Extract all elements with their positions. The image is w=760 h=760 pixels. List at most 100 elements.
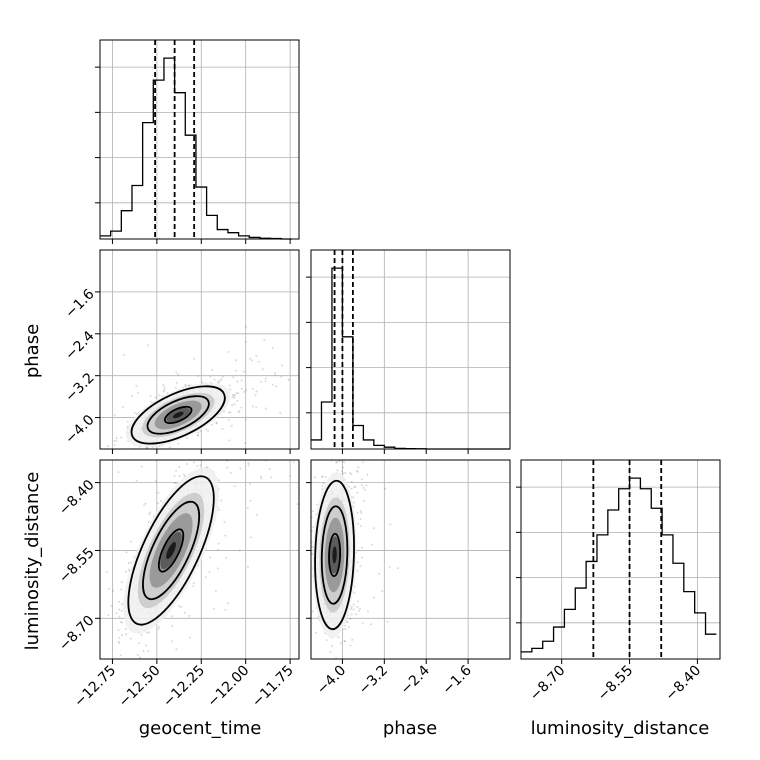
sample-point xyxy=(95,627,97,629)
histogram-step xyxy=(521,477,717,653)
sample-point xyxy=(115,439,118,442)
sample-point xyxy=(218,508,221,511)
sample-point xyxy=(186,437,189,440)
sample-point xyxy=(217,380,220,383)
sample-point xyxy=(188,614,191,617)
sample-point xyxy=(322,456,324,458)
sample-point xyxy=(359,518,362,521)
x-tick-label: −12.25 xyxy=(160,663,208,711)
sample-point xyxy=(352,603,355,606)
sample-point xyxy=(307,535,309,537)
sample-point xyxy=(115,612,118,615)
contour-line xyxy=(157,528,185,573)
sample-point xyxy=(199,430,202,433)
x-tick-label: −4.0 xyxy=(314,663,349,698)
sample-point xyxy=(350,480,353,483)
sample-point xyxy=(227,350,230,353)
sample-point xyxy=(360,511,363,514)
sample-point xyxy=(127,562,130,565)
sample-point xyxy=(224,534,227,537)
sample-point xyxy=(337,636,340,639)
contour-line xyxy=(163,405,193,425)
sample-point xyxy=(324,475,327,478)
sample-point xyxy=(365,484,368,487)
sample-point xyxy=(196,434,199,437)
sample-point xyxy=(135,384,138,387)
x-tick-label: −3.2 xyxy=(356,663,391,698)
sample-point xyxy=(208,556,211,559)
sample-point xyxy=(309,518,311,520)
sample-point xyxy=(125,570,128,573)
sample-point xyxy=(300,576,302,578)
sample-point xyxy=(347,626,350,629)
sample-point xyxy=(274,371,277,374)
sample-point xyxy=(171,625,174,628)
scatter-panel-geocent-time-vs-phase: −4.0 −3.2 −2.4 −1.6 xyxy=(60,249,306,489)
sample-point xyxy=(264,407,267,410)
sample-point xyxy=(152,451,154,453)
sample-point xyxy=(312,457,314,459)
sample-point xyxy=(121,633,124,636)
sample-point xyxy=(107,614,110,617)
sample-point xyxy=(240,406,243,409)
sample-point xyxy=(163,386,166,389)
sample-point xyxy=(188,636,191,639)
sample-point xyxy=(321,484,324,487)
sample-point xyxy=(118,636,121,639)
sample-point xyxy=(233,485,236,488)
sample-point xyxy=(118,642,121,645)
sample-point xyxy=(84,409,86,411)
sample-point xyxy=(211,369,214,372)
sample-point xyxy=(158,394,161,397)
sample-point xyxy=(279,411,282,414)
histogram-panel-luminosity-distance: −8.70 −8.55 −8.40 xyxy=(516,459,721,705)
sample-point xyxy=(304,338,306,340)
sample-point xyxy=(300,388,302,390)
sample-point xyxy=(249,357,252,360)
sample-point xyxy=(130,540,133,543)
sample-point xyxy=(221,375,224,378)
sample-point xyxy=(213,378,216,381)
sample-point xyxy=(150,400,153,403)
sample-point xyxy=(133,411,136,414)
sample-point xyxy=(232,376,235,379)
sample-point xyxy=(247,462,250,465)
sample-point xyxy=(306,565,308,567)
sample-point xyxy=(311,552,314,555)
sample-point xyxy=(255,354,258,357)
sample-point xyxy=(60,487,62,489)
sample-point xyxy=(157,502,160,505)
sample-point xyxy=(175,469,178,472)
sample-point xyxy=(231,394,234,397)
sample-point xyxy=(142,454,144,456)
sample-point xyxy=(362,486,365,489)
sample-point xyxy=(147,631,150,634)
sample-point xyxy=(170,640,173,643)
sample-point xyxy=(366,610,369,613)
sample-point xyxy=(146,631,149,634)
sample-point xyxy=(183,611,186,614)
sample-point xyxy=(177,442,180,445)
sample-point xyxy=(230,424,233,427)
sample-point xyxy=(175,648,178,651)
sample-point xyxy=(296,503,299,506)
sample-point xyxy=(229,411,232,414)
x-tick-label: −8.70 xyxy=(527,663,569,705)
sample-point xyxy=(221,427,224,430)
contour-line xyxy=(142,500,201,601)
sample-point xyxy=(140,465,143,468)
sample-point xyxy=(345,620,348,623)
sample-point xyxy=(226,466,229,469)
sample-point xyxy=(112,589,115,592)
sample-point xyxy=(113,455,115,457)
sample-point xyxy=(95,545,97,547)
scatter-panel-phase-vs-luminosity-distance: −4.0 −3.2 −2.4 −1.6 xyxy=(300,456,511,698)
sample-point xyxy=(342,628,345,631)
sample-point xyxy=(349,644,352,647)
sample-point xyxy=(143,504,146,507)
sample-point xyxy=(354,485,357,488)
panel-background xyxy=(100,40,299,239)
sample-point xyxy=(215,421,218,424)
sample-point xyxy=(137,391,140,394)
panel-frame xyxy=(520,459,721,660)
